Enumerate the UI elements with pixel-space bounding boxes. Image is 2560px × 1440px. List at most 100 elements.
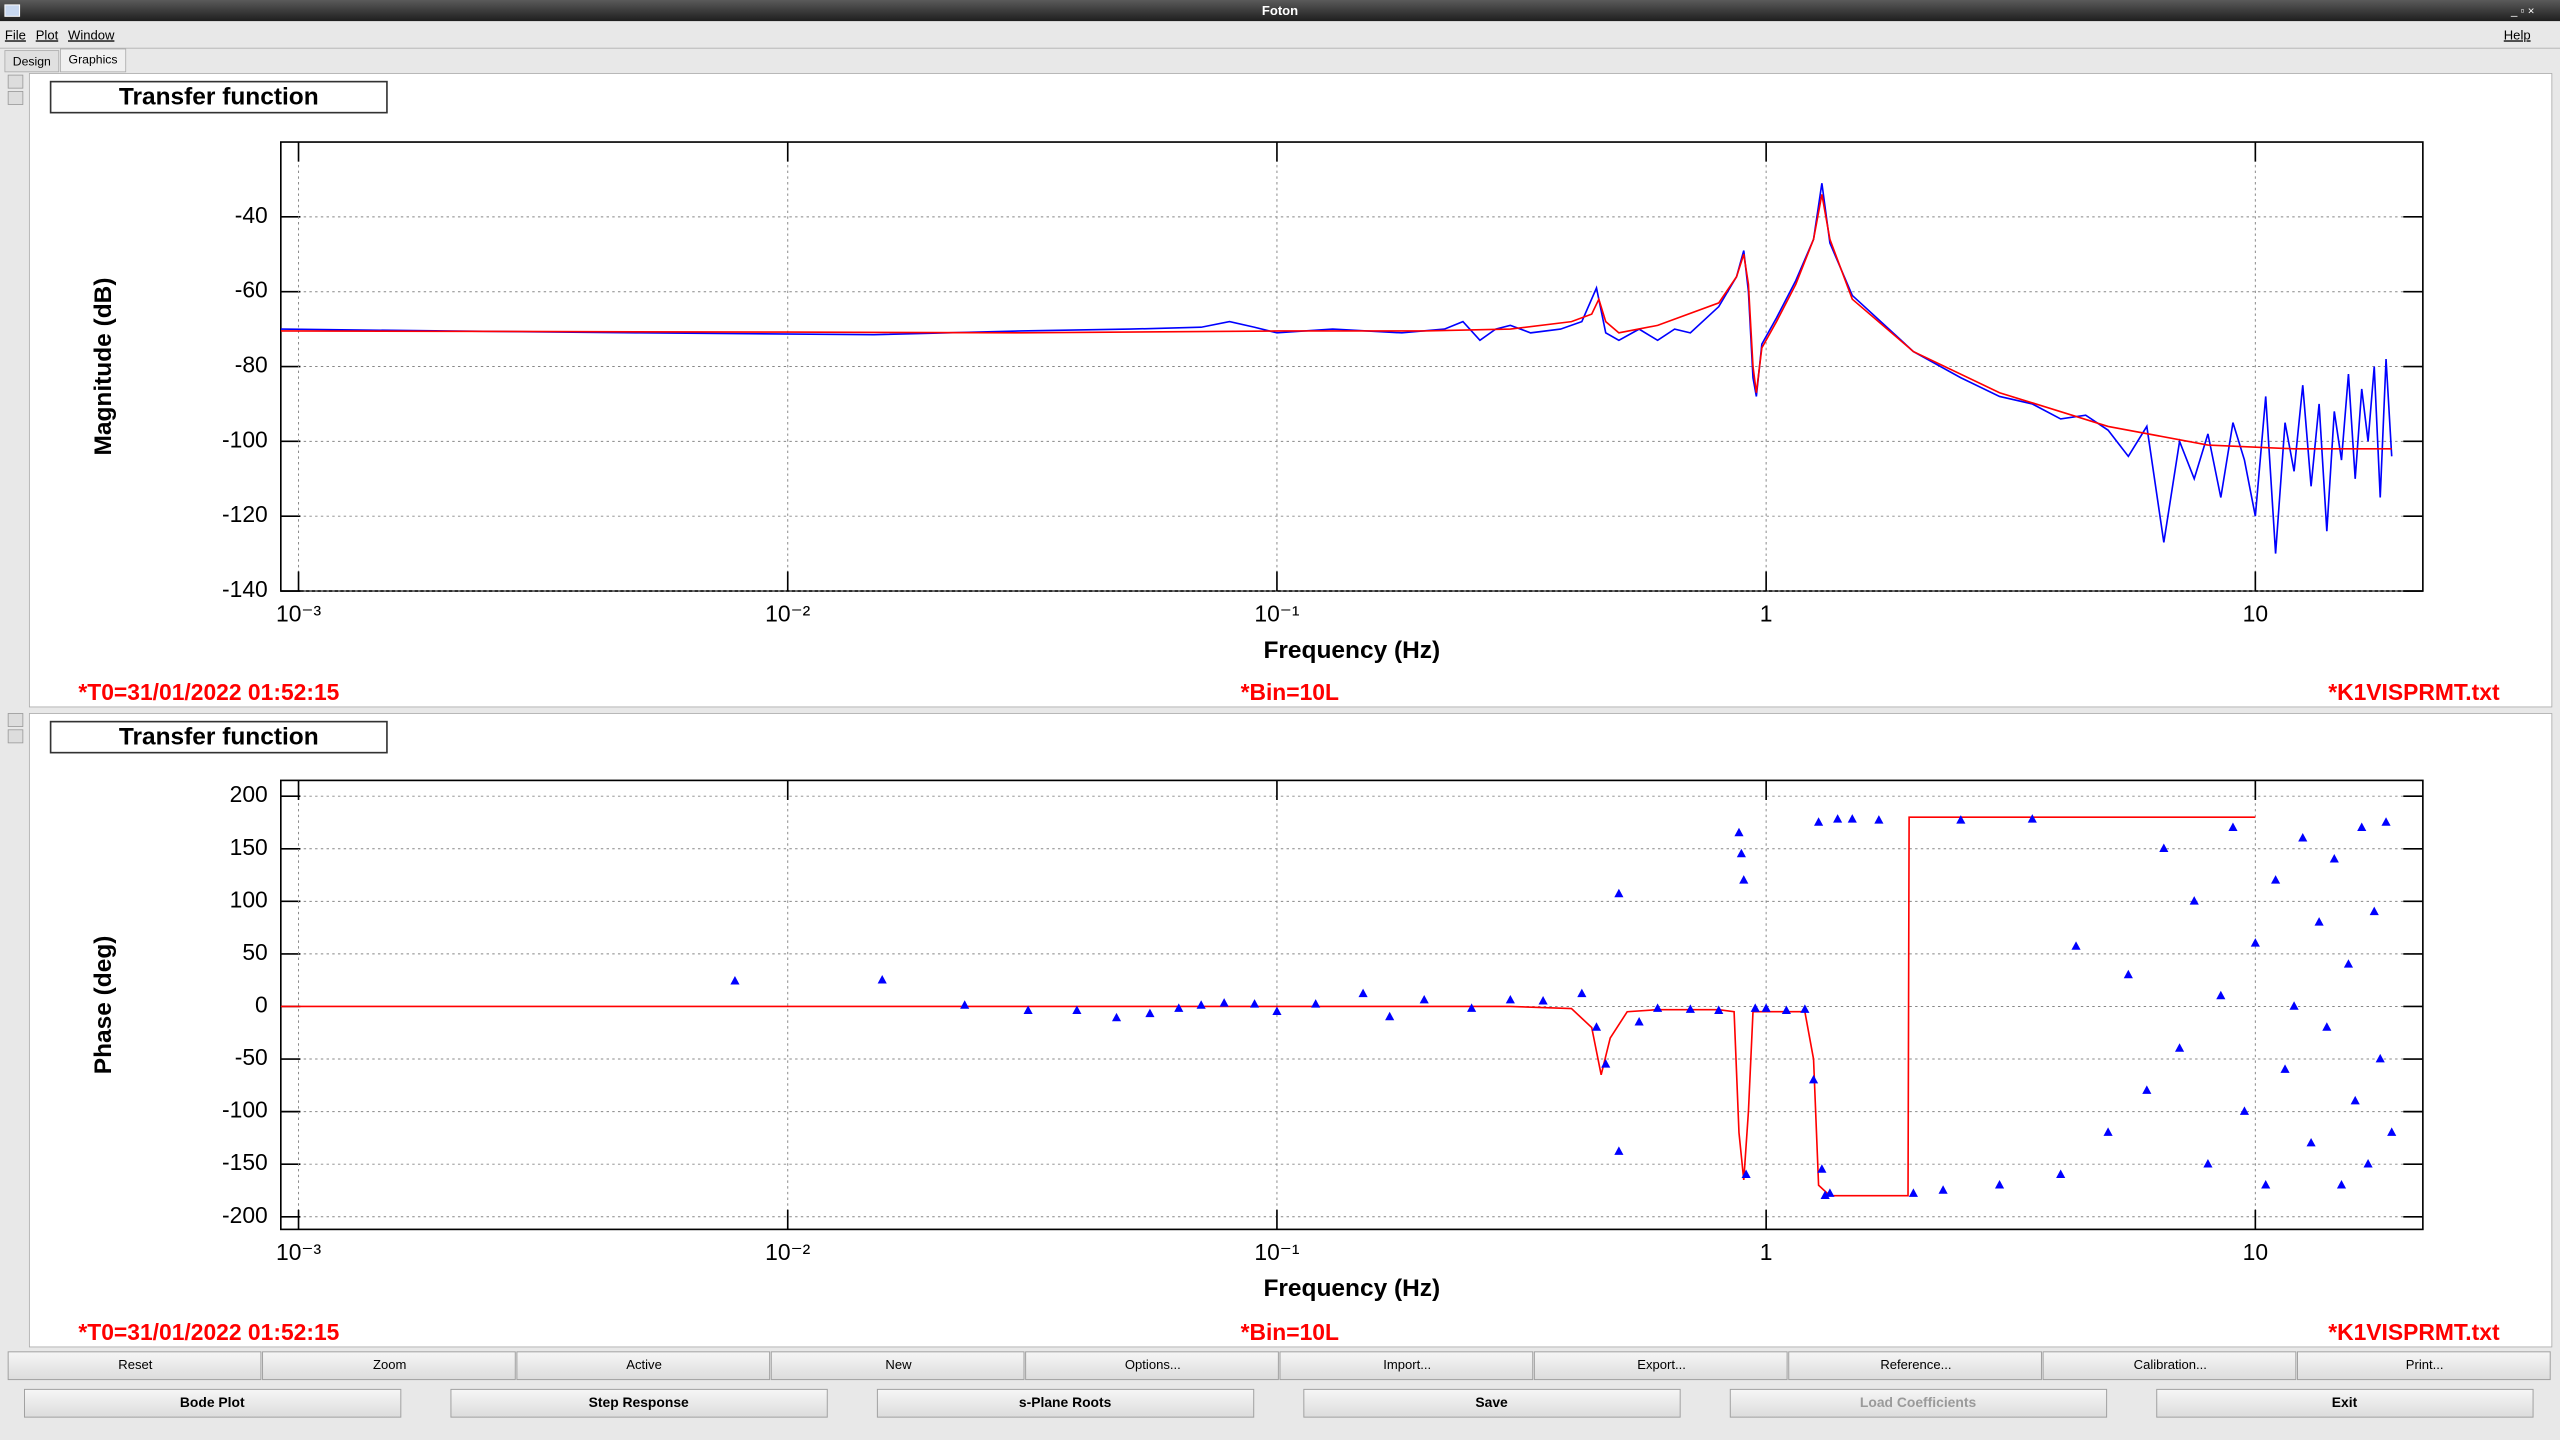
data-point (1614, 888, 1624, 898)
data-point (1614, 1146, 1624, 1155)
y-tick-label: -40 (235, 202, 268, 228)
tab-selected[interactable] (60, 48, 127, 73)
arrow-button[interactable] (7, 91, 24, 105)
menu-item[interactable]: File (5, 27, 26, 42)
app-icon (4, 4, 21, 17)
button-label[interactable]: Reset (118, 1357, 152, 1372)
data-point (2343, 959, 2354, 968)
data-point (2216, 990, 2226, 1000)
button[interactable] (1303, 1388, 1681, 1418)
data-point (1385, 1011, 1395, 1021)
button[interactable] (1788, 1351, 2042, 1381)
data-point (2363, 1158, 2373, 1168)
button[interactable] (516, 1351, 771, 1381)
data-point (2369, 906, 2379, 916)
data-line (280, 194, 2392, 450)
x-tick-label: 1 (1760, 1239, 1773, 1265)
button-label[interactable]: s-Plane Roots (1019, 1394, 1112, 1410)
y-tick-label: -200 (222, 1202, 268, 1228)
x-tick-label: 10⁻² (765, 601, 810, 627)
data-point (2123, 969, 2133, 979)
data-point (1467, 1003, 1477, 1012)
data-point (2142, 1085, 2152, 1094)
button-label[interactable]: Print... (2406, 1357, 2444, 1372)
button-label[interactable]: Export... (1637, 1357, 1686, 1372)
data-point (1800, 1004, 1810, 1013)
arrow-button[interactable] (7, 713, 24, 727)
annotation: *K1VISPRMT.txt (2328, 1319, 2500, 1345)
data-layer (280, 814, 2397, 1200)
x-axis-label: Frequency (Hz) (1263, 1275, 1440, 1302)
button[interactable] (262, 1351, 516, 1381)
arrow-button[interactable] (7, 74, 24, 89)
data-point (1847, 814, 1857, 823)
button[interactable] (2156, 1388, 2534, 1418)
data-point (2280, 1064, 2290, 1073)
data-point (2203, 1158, 2213, 1168)
data-point (960, 1000, 970, 1009)
data-point (1938, 1185, 1948, 1194)
menu-item[interactable]: Plot (36, 27, 59, 42)
data-point (2056, 1169, 2066, 1178)
window-title: Foton (1262, 3, 1298, 18)
tab-label[interactable]: Graphics (69, 53, 118, 67)
button[interactable] (1279, 1351, 1534, 1381)
plot-panel: Transfer function -140 -120 -100 -80 -60 -40 10… (28, 73, 2553, 708)
button-label[interactable]: Options... (1125, 1357, 1181, 1372)
data-point (2271, 875, 2281, 884)
data-point (1111, 1012, 1122, 1022)
y-tick-label: 0 (255, 992, 268, 1018)
button[interactable] (876, 1388, 1255, 1418)
data-point (1739, 875, 1749, 884)
annotation: *K1VISPRMT.txt (2328, 679, 2500, 705)
data-point (730, 976, 740, 985)
arrow-button[interactable] (7, 729, 24, 744)
button[interactable] (770, 1351, 1025, 1381)
button-label[interactable]: Calibration... (2134, 1357, 2207, 1372)
data-point (1419, 994, 1429, 1004)
y-tick-label: 50 (242, 939, 267, 965)
annotation: *Bin=10L (1241, 679, 1339, 705)
data-point (2314, 917, 2324, 926)
button-label[interactable]: Exit (2332, 1394, 2358, 1410)
data-point (1219, 998, 1229, 1007)
y-tick-label: 150 (230, 834, 268, 860)
data-point (1833, 814, 1843, 823)
y-tick-label: -150 (222, 1149, 268, 1175)
window-controls[interactable]: _ ▫ × (2510, 5, 2534, 17)
data-point (1023, 1005, 1033, 1014)
button-label[interactable]: Active (626, 1357, 662, 1372)
data-point (2250, 938, 2260, 947)
button[interactable] (2296, 1351, 2551, 1381)
y-tick-label: -100 (222, 426, 268, 452)
button[interactable] (450, 1388, 828, 1418)
data-point (1741, 1169, 1751, 1178)
button-label[interactable]: Import... (1383, 1357, 1431, 1372)
button-label[interactable]: Bode Plot (180, 1394, 245, 1410)
button[interactable] (24, 1388, 402, 1418)
button[interactable] (1025, 1351, 1279, 1381)
button-label[interactable]: Save (1475, 1394, 1508, 1410)
tab[interactable] (4, 50, 60, 73)
button[interactable] (7, 1351, 262, 1381)
data-point (1808, 1074, 1819, 1084)
y-tick-label: -100 (222, 1097, 268, 1123)
button-label[interactable]: Step Response (589, 1394, 689, 1410)
data-point (1634, 1017, 1644, 1026)
menu-help[interactable]: Help (2504, 27, 2531, 42)
tab-label[interactable]: Design (13, 54, 51, 68)
button-label[interactable]: New (885, 1357, 912, 1372)
button[interactable] (2042, 1351, 2297, 1381)
y-tick-label: -140 (222, 576, 268, 602)
x-tick-label: 10 (2243, 601, 2268, 627)
data-point (1174, 1003, 1184, 1012)
data-point (2387, 1127, 2397, 1136)
button-label[interactable]: Zoom (373, 1357, 406, 1372)
data-point (1249, 999, 1260, 1008)
x-tick-label: 10⁻³ (276, 601, 321, 627)
menu-item[interactable]: Window (68, 27, 115, 42)
button[interactable] (1533, 1351, 1788, 1381)
x-tick-label: 10⁻¹ (1254, 1239, 1299, 1265)
button-label[interactable]: Reference... (1880, 1357, 1951, 1372)
